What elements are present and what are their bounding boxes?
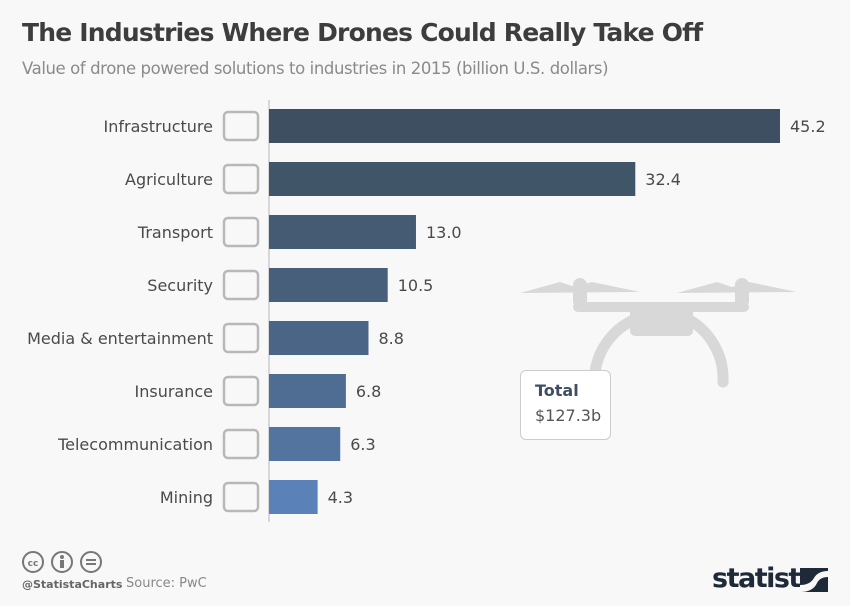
value-label: 4.3	[328, 488, 353, 507]
category-label: Agriculture	[125, 170, 213, 189]
value-label: 8.8	[378, 329, 403, 348]
total-value: $127.3b	[535, 406, 602, 425]
cc-icon	[22, 551, 44, 573]
bar	[269, 480, 318, 514]
value-label: 13.0	[426, 223, 462, 242]
value-label: 45.2	[790, 117, 826, 136]
phone-chat-icon	[222, 428, 260, 460]
box-icon	[222, 216, 260, 248]
total-label: Total	[535, 381, 579, 400]
source-note: Source: PwC	[126, 576, 207, 591]
statista-logo-icon	[800, 568, 828, 592]
no-derivatives-icon	[80, 551, 102, 573]
total-callout: Total $127.3b	[520, 370, 611, 440]
bar	[269, 215, 416, 249]
wheat-icon	[222, 163, 260, 195]
category-label: Security	[147, 276, 213, 295]
security-camera-icon	[222, 269, 260, 301]
svg-text:cc: cc	[28, 559, 39, 569]
bar	[269, 427, 341, 461]
film-icon	[222, 322, 260, 354]
value-label: 6.8	[356, 382, 381, 401]
value-label: 32.4	[645, 170, 681, 189]
bar	[269, 268, 388, 302]
twitter-handle: @StatistaCharts	[22, 578, 123, 591]
chart-subtitle: Value of drone powered solutions to indu…	[22, 59, 609, 78]
category-label: Transport	[137, 223, 213, 242]
road-icon	[222, 110, 260, 142]
category-label: Infrastructure	[104, 117, 213, 136]
category-label: Media & entertainment	[27, 329, 213, 348]
creative-commons-icons: cc	[22, 551, 102, 573]
bar	[269, 374, 346, 408]
category-label: Mining	[160, 488, 213, 507]
bar	[269, 162, 636, 196]
value-label: 10.5	[398, 276, 434, 295]
drone-illustration	[520, 278, 797, 388]
chart-title: The Industries Where Drones Could Really…	[22, 18, 703, 47]
attribution-icon	[51, 551, 73, 573]
bar	[269, 321, 369, 355]
category-label: Telecommunication	[57, 435, 213, 454]
mining-cart-icon	[222, 481, 260, 513]
certificate-icon	[222, 375, 260, 407]
value-label: 6.3	[350, 435, 375, 454]
category-label: Insurance	[135, 382, 214, 401]
bar	[269, 109, 780, 143]
